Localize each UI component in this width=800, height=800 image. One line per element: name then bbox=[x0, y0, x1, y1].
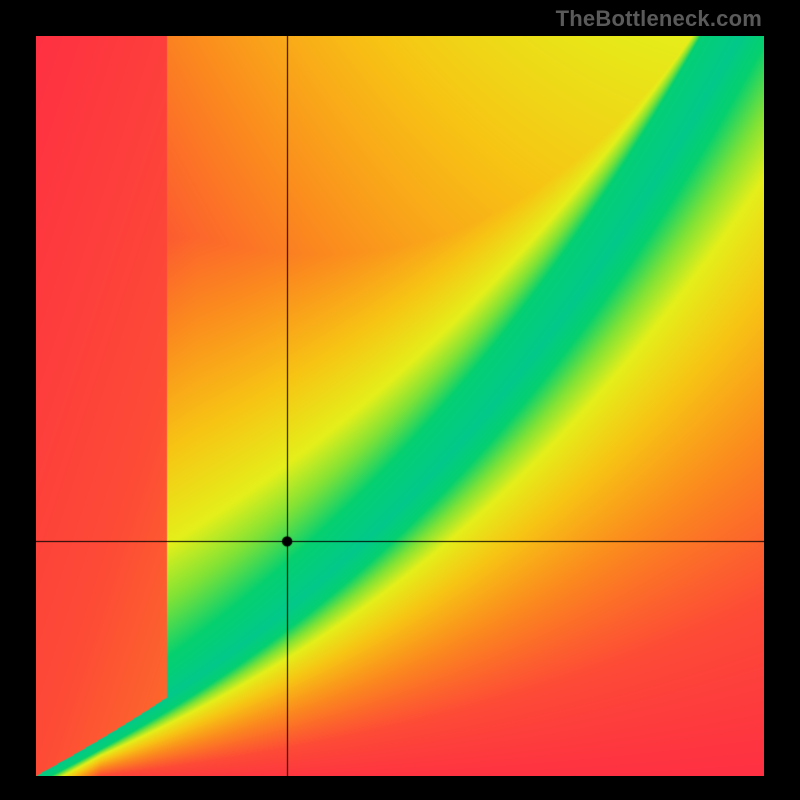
watermark-label: TheBottleneck.com bbox=[556, 6, 762, 32]
bottleneck-heatmap bbox=[36, 36, 764, 776]
